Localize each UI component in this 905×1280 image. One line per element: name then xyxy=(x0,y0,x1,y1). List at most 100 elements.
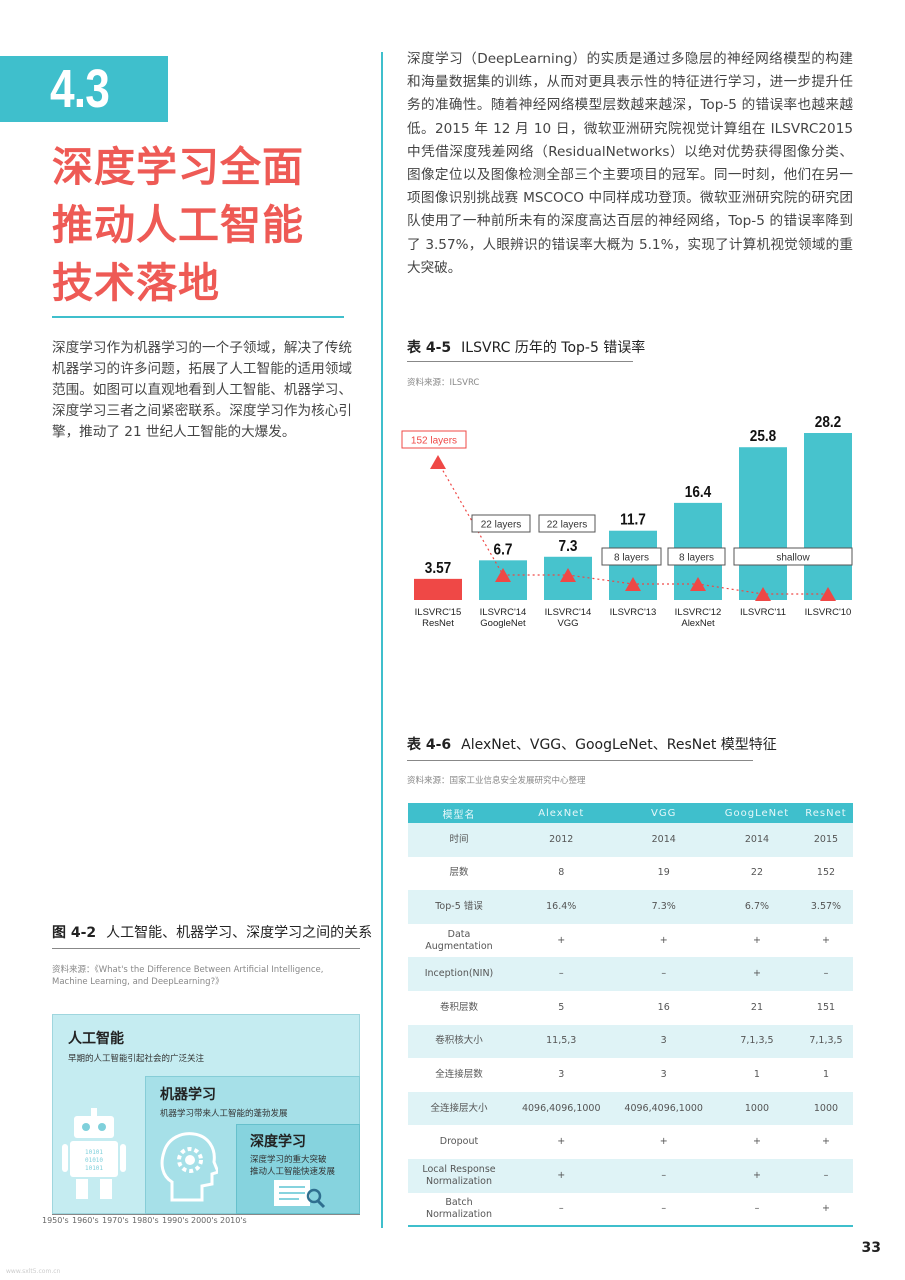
column-divider xyxy=(381,52,383,1228)
table-cell: + xyxy=(557,934,566,946)
ml-title: 机器学习 xyxy=(160,1087,216,1103)
table-cell: 151 xyxy=(816,1001,836,1013)
chart-value-label: 25.8 xyxy=(750,428,776,445)
table-cell: + xyxy=(659,934,668,946)
table-cell: 3 xyxy=(660,1068,667,1080)
chart-layer-label: 22 layers xyxy=(547,520,588,531)
robot-code-line: 01010 xyxy=(85,1157,103,1164)
figure42-label: 图 4-2 xyxy=(52,925,97,941)
table-cell: 7,1,3,5 xyxy=(798,1024,853,1059)
table45-caption: 表 4-5 ILSVRC 历年的 Top-5 错误率 xyxy=(407,337,645,357)
section-title-line: 深度学习全面 xyxy=(52,143,304,191)
chart-layer-label-box xyxy=(471,514,531,533)
body-paragraph: 深度学习（DeepLearning）的实质是通过多隐层的神经网络模型的构建和海量… xyxy=(407,51,853,276)
table-cell: 3.57% xyxy=(798,890,853,924)
intro-paragraph: 深度学习作为机器学习的一个子领域，解决了传统机器学习的许多问题，拓展了人工智能的… xyxy=(52,340,352,440)
table-cell: 2014 xyxy=(612,823,715,857)
chart-layer-label: shallow xyxy=(776,553,810,564)
table-row-label: 卷积层数 xyxy=(439,1001,478,1013)
chart-category-label: VGG xyxy=(557,618,578,629)
chart-category-label: ILSVRC'12 xyxy=(675,607,722,618)
table-cell: – xyxy=(612,1158,715,1193)
table-cell: – xyxy=(510,957,613,991)
section-number-band xyxy=(0,56,168,122)
chart-layer-label: 8 layers xyxy=(614,553,649,564)
table-header-cell: 模型名 xyxy=(408,803,510,823)
timeline-year: 2000's xyxy=(191,1216,218,1225)
table-cell: + xyxy=(659,1136,668,1148)
table-cell: – xyxy=(714,1192,799,1228)
table-cell: 7.3% xyxy=(612,890,715,924)
table-cell: + xyxy=(752,1136,761,1148)
ml-subtitle: 机器学习带来人工智能的蓬勃发展 xyxy=(160,1109,288,1119)
table-row-label: Dropout xyxy=(439,1136,479,1148)
table-cell: 5 xyxy=(558,1001,565,1013)
table-cell: 6.7% xyxy=(714,890,799,924)
chart-depth-marker xyxy=(625,577,641,591)
chart-category-label: GoogleNet xyxy=(480,618,526,629)
table-cell: 11,5,3 xyxy=(510,1024,613,1059)
chart-category-label: AlexNet xyxy=(681,618,715,629)
table46-label: 表 4-6 xyxy=(407,737,452,753)
chart-category-label: ILSVRC'11 xyxy=(740,607,786,618)
chart-bar xyxy=(739,447,787,600)
section-title-line: 推动人工智能 xyxy=(52,201,304,249)
table46-caption: 表 4-6 AlexNet、VGG、GoogLeNet、ResNet 模型特征 xyxy=(407,734,777,754)
table45-title: ILSVRC 历年的 Top-5 错误率 xyxy=(461,340,646,356)
table-row: Batch Normalization – – – + xyxy=(408,1192,853,1228)
figure42-caption-rule xyxy=(52,948,360,949)
section-number: 4.3 xyxy=(50,59,110,119)
chart-value-label: 3.57 xyxy=(425,560,451,577)
table-cell: 152 xyxy=(816,867,836,879)
table-row: Inception(NIN) – – + – xyxy=(408,957,853,991)
table-row-label: Top-5 错误 xyxy=(408,890,510,924)
table-row-label: 层数 xyxy=(449,867,469,879)
table45-label: 表 4-5 xyxy=(407,340,452,356)
table-row-label: 全连接层数 xyxy=(435,1068,483,1080)
chart-layer-label-box xyxy=(733,547,853,566)
chart-category-label: ILSVRC'13 xyxy=(610,607,657,618)
ilsvrc-error-chart: 3.57ILSVRC'15ResNet6.7ILSVRC'14GoogleNet… xyxy=(401,414,853,629)
table-row: 卷积层数 5 16 21 151 xyxy=(408,991,853,1025)
chart-depth-marker xyxy=(690,577,706,591)
table-cell: 8 xyxy=(558,867,565,879)
table-cell: 3 xyxy=(558,1068,565,1080)
chart-depth-marker xyxy=(430,455,446,469)
section-title: 深度学习全面 推动人工智能 技术落地 xyxy=(52,138,352,312)
chart-layer-label-box xyxy=(401,430,467,449)
timeline-year: 1980's xyxy=(132,1216,159,1225)
table-cell: 3 xyxy=(612,1024,715,1059)
dl-subtitle-2: 推动人工智能快速发展 xyxy=(250,1167,336,1177)
robot-code-line: 10101 xyxy=(85,1149,103,1156)
table46-title: AlexNet、VGG、GoogLeNet、ResNet 模型特征 xyxy=(461,737,777,753)
table-row-label: Batch Normalization xyxy=(408,1192,510,1228)
chart-category-label: ILSVRC'15 xyxy=(415,607,462,618)
model-features-table: 模型名 AlexNet VGG GoogLeNet ResNet 时间 2012 2… xyxy=(408,803,853,1228)
table-cell: + xyxy=(714,957,799,991)
table-cell: – xyxy=(798,957,853,991)
table45-caption-rule xyxy=(407,361,633,362)
table-cell: + xyxy=(752,934,761,946)
chart-depth-marker xyxy=(495,568,511,582)
table-header-cell: GoogLeNet xyxy=(714,803,799,823)
table-header-cell: ResNet xyxy=(798,803,853,823)
ai-title: 人工智能 xyxy=(68,1031,124,1047)
table-row-label: 全连接层大小 xyxy=(408,1091,510,1126)
table-cell: + xyxy=(510,1158,613,1193)
robot-code-line: 10101 xyxy=(85,1165,103,1172)
timeline-year: 1950's xyxy=(42,1216,69,1225)
section-title-line: 技术落地 xyxy=(52,259,220,307)
chart-layer-label-box xyxy=(667,547,726,566)
chart-bar xyxy=(804,433,852,600)
table-cell: 2015 xyxy=(798,823,853,857)
table-cell: 21 xyxy=(750,1001,763,1013)
chart-layer-label: 8 layers xyxy=(679,553,714,564)
table-row-label: Inception(NIN) xyxy=(408,957,510,991)
table-cell: 4096,4096,1000 xyxy=(612,1091,715,1126)
timeline-year: 1960's xyxy=(72,1216,99,1225)
chart-bar xyxy=(414,578,462,600)
chart-layer-label-box xyxy=(601,547,662,566)
chart-value-label: 16.4 xyxy=(685,484,712,501)
table-header-cell: AlexNet xyxy=(510,803,613,823)
chart-depth-marker xyxy=(755,587,771,601)
